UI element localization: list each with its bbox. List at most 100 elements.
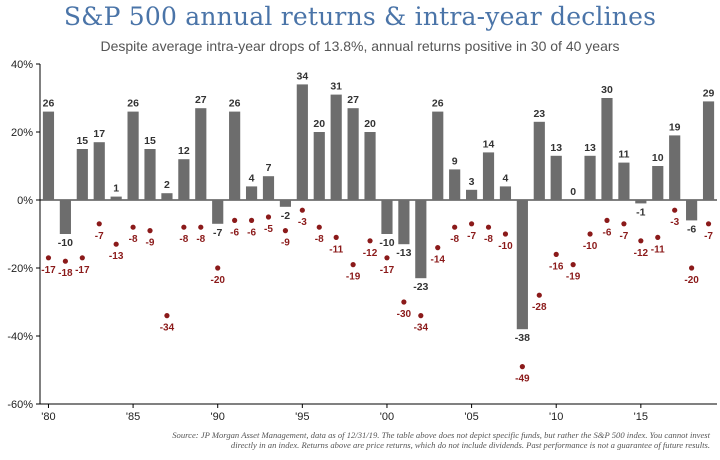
return-bar	[195, 108, 207, 200]
return-label: -38	[515, 332, 530, 344]
decline-label: -8	[315, 234, 324, 245]
decline-point	[164, 313, 170, 319]
decline-point	[587, 231, 593, 237]
decline-label: -7	[704, 231, 713, 242]
decline-label: -17	[41, 265, 56, 276]
return-bar	[212, 200, 224, 224]
return-label: 1	[113, 183, 119, 195]
return-label: 4	[503, 172, 509, 184]
return-bar	[635, 200, 647, 204]
return-bar	[330, 94, 342, 200]
return-label: 27	[195, 94, 207, 106]
return-bar	[652, 166, 664, 200]
return-label: 0	[570, 186, 576, 198]
decline-label: -9	[281, 238, 290, 249]
x-tick-label: '05	[464, 411, 478, 423]
y-tick-label: -40%	[7, 331, 33, 343]
decline-label: -20	[684, 275, 699, 286]
decline-label: -6	[247, 227, 256, 238]
x-tick-label: '95	[295, 411, 309, 423]
return-label: 13	[550, 142, 562, 154]
decline-point	[418, 313, 424, 319]
decline-label: -8	[129, 234, 138, 245]
decline-point	[113, 241, 119, 247]
return-label: 9	[452, 155, 458, 167]
return-bar	[161, 193, 173, 200]
decline-point	[350, 262, 356, 268]
return-bar	[398, 200, 410, 245]
decline-label: -13	[109, 251, 124, 262]
return-label: 20	[313, 118, 325, 130]
return-bar	[702, 101, 715, 200]
return-bar	[127, 111, 139, 200]
return-bar	[601, 98, 613, 200]
return-label: 31	[330, 81, 342, 93]
decline-label: -34	[160, 323, 175, 334]
return-bar	[533, 121, 545, 200]
return-label: 10	[652, 152, 664, 164]
return-bar	[178, 159, 190, 200]
return-label: -13	[396, 247, 411, 259]
decline-point	[333, 234, 339, 240]
return-label: 30	[601, 84, 613, 96]
decline-point	[248, 217, 255, 223]
decline-label: -14	[431, 255, 446, 266]
decline-label: -19	[346, 272, 361, 283]
decline-label: -18	[58, 268, 73, 279]
return-bar	[669, 135, 681, 200]
decline-label: -8	[484, 234, 493, 245]
return-bar	[618, 162, 630, 200]
return-label: -2	[281, 210, 290, 222]
decline-label: -11	[329, 244, 343, 255]
return-bar	[245, 186, 258, 200]
return-label: 26	[229, 98, 241, 110]
return-label: 34	[296, 70, 308, 82]
return-label: 3	[469, 176, 475, 188]
decline-point	[435, 245, 441, 251]
return-label: 27	[347, 94, 359, 106]
decline-label: -17	[380, 265, 395, 276]
return-label: 4	[249, 172, 255, 184]
decline-label: -3	[298, 217, 307, 228]
return-label: -10	[379, 237, 394, 249]
return-label: -23	[413, 281, 428, 293]
return-label: 13	[584, 142, 596, 154]
decline-point	[384, 255, 390, 261]
decline-point	[604, 217, 610, 223]
return-bar	[432, 111, 444, 200]
decline-label: -5	[264, 224, 273, 235]
return-bar	[584, 155, 596, 200]
x-tick-label: '85	[126, 411, 140, 423]
return-label: 2	[164, 179, 170, 191]
return-bar	[466, 189, 478, 200]
decline-label: -8	[450, 234, 459, 245]
return-bar	[381, 200, 393, 234]
return-label: 20	[364, 118, 376, 130]
return-bar	[482, 152, 495, 200]
return-bar	[59, 200, 71, 234]
return-label: -7	[213, 227, 222, 239]
decline-label: -20	[210, 275, 225, 286]
return-label: 19	[669, 121, 681, 133]
return-bar	[144, 149, 156, 200]
return-label: -1	[636, 206, 645, 218]
decline-point	[198, 224, 204, 230]
decline-label: -6	[230, 227, 239, 238]
decline-point	[485, 224, 492, 230]
return-label: 26	[432, 98, 444, 110]
decline-point	[468, 221, 475, 227]
decline-point	[130, 224, 136, 230]
return-label: 15	[76, 135, 88, 147]
return-bar	[347, 108, 359, 200]
return-label: 29	[703, 87, 715, 99]
decline-label: -49	[515, 374, 530, 385]
y-tick-label: -20%	[7, 263, 33, 275]
decline-point	[621, 221, 627, 227]
return-label: -10	[58, 237, 73, 249]
x-tick-label: '80	[41, 411, 55, 423]
return-bar	[516, 200, 528, 330]
decline-label: -6	[603, 227, 612, 238]
decline-label: -17	[75, 265, 90, 276]
return-label: 23	[533, 108, 545, 120]
decline-label: -7	[619, 231, 628, 242]
